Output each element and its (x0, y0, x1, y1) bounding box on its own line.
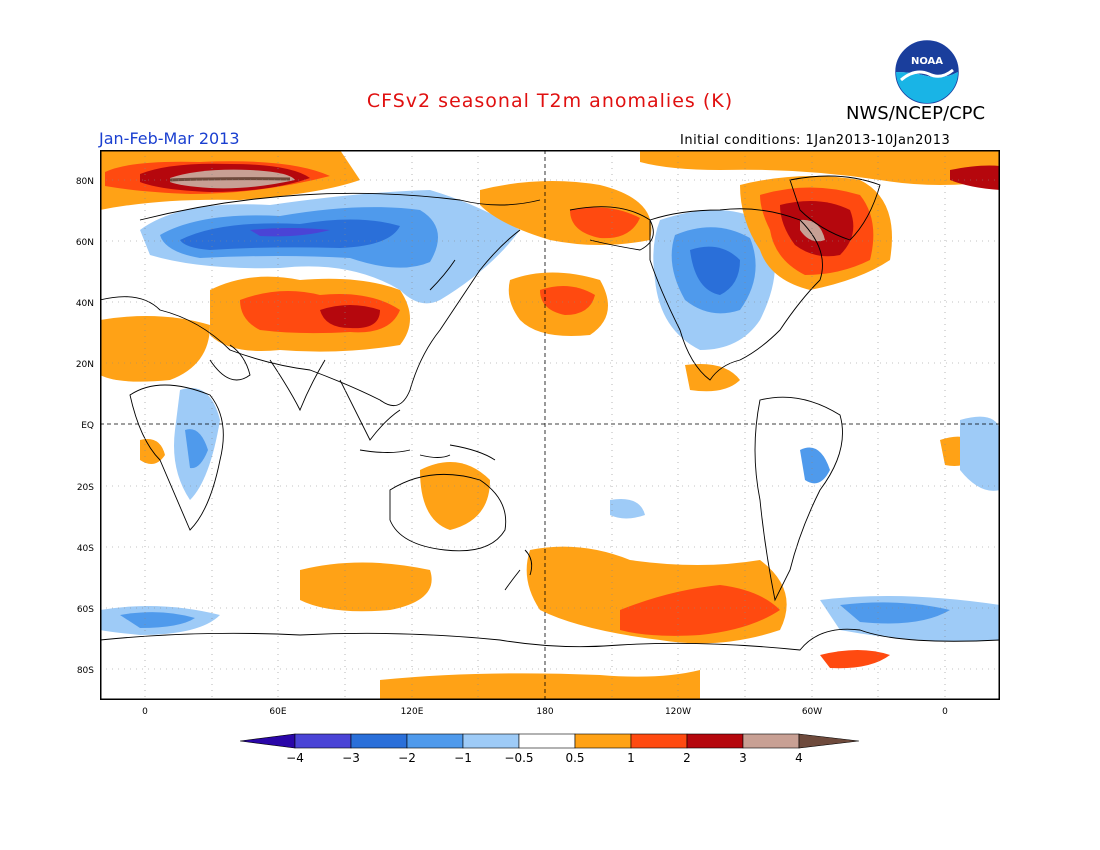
anomaly-map (100, 150, 1000, 700)
legend-swatch (240, 733, 296, 749)
lat-label-80n: 80N (76, 177, 94, 187)
legend-swatch (798, 733, 860, 749)
lon-label-120w: 120W (665, 707, 691, 717)
map-title: CFSv2 seasonal T2m anomalies (K) (366, 90, 734, 112)
legend-swatch (462, 733, 520, 749)
legend-swatch (574, 733, 632, 749)
legend-tick: 3 (739, 751, 747, 765)
anomaly-warm-southern-ocean (620, 585, 780, 636)
legend-tick: 4 (795, 751, 803, 765)
legend-swatch (742, 733, 800, 749)
graticule (100, 150, 1000, 700)
legend-swatch (350, 733, 408, 749)
lat-label-40n: 40N (76, 299, 94, 309)
initial-conditions: Initial conditions: 1Jan2013-10Jan2013 (680, 133, 951, 148)
lat-label-40s: 40S (77, 544, 94, 554)
coastlines (100, 175, 1000, 651)
legend-swatch (630, 733, 688, 749)
anomaly-fields (100, 150, 1000, 700)
legend-tick: 0.5 (565, 751, 584, 765)
latitude-axis: 80N 60N 40N 20N EQ 20S 40S 60S 80S (76, 177, 94, 676)
lat-label-60s: 60S (77, 605, 94, 615)
noaa-logo-text: NOAA (911, 56, 943, 67)
anomaly-arctic-warm-east (640, 150, 1000, 185)
anomaly-arctic-warm-east-strong (950, 165, 1000, 190)
agency-label: NWS/NCEP/CPC (846, 103, 986, 124)
lat-label-20n: 20N (76, 360, 94, 370)
legend-tick: −3 (342, 751, 360, 765)
lat-label-eq: EQ (81, 421, 94, 431)
lat-label-80s: 80S (77, 666, 94, 676)
lon-label-180: 180 (536, 707, 553, 717)
legend-swatch (518, 733, 576, 749)
legend-tick: 2 (683, 751, 691, 765)
legend-tick: −0.5 (504, 751, 533, 765)
lon-label-120e: 120E (401, 707, 424, 717)
lon-label-0: 0 (142, 707, 148, 717)
legend-swatch (686, 733, 744, 749)
legend-tick: −1 (454, 751, 472, 765)
noaa-logo: NOAA (895, 40, 959, 104)
longitude-axis: 0 60E 120E 180 120W 60W 0 (142, 707, 948, 717)
legend-tick: 1 (627, 751, 635, 765)
legend-swatch (406, 733, 464, 749)
lon-label-60w: 60W (802, 707, 822, 717)
legend-swatch (294, 733, 352, 749)
lon-label-60e: 60E (269, 707, 286, 717)
color-scale-legend: −4 −3 −2 −1 −0.5 0.5 1 2 3 4 (240, 733, 860, 765)
lat-label-60n: 60N (76, 238, 94, 248)
lon-label-0-east: 0 (942, 707, 948, 717)
forecast-period: Jan-Feb-Mar 2013 (99, 129, 240, 148)
map-frame (100, 150, 1000, 700)
legend-tick: −2 (398, 751, 416, 765)
legend-tick: −4 (286, 751, 304, 765)
lat-label-20s: 20S (77, 483, 94, 493)
